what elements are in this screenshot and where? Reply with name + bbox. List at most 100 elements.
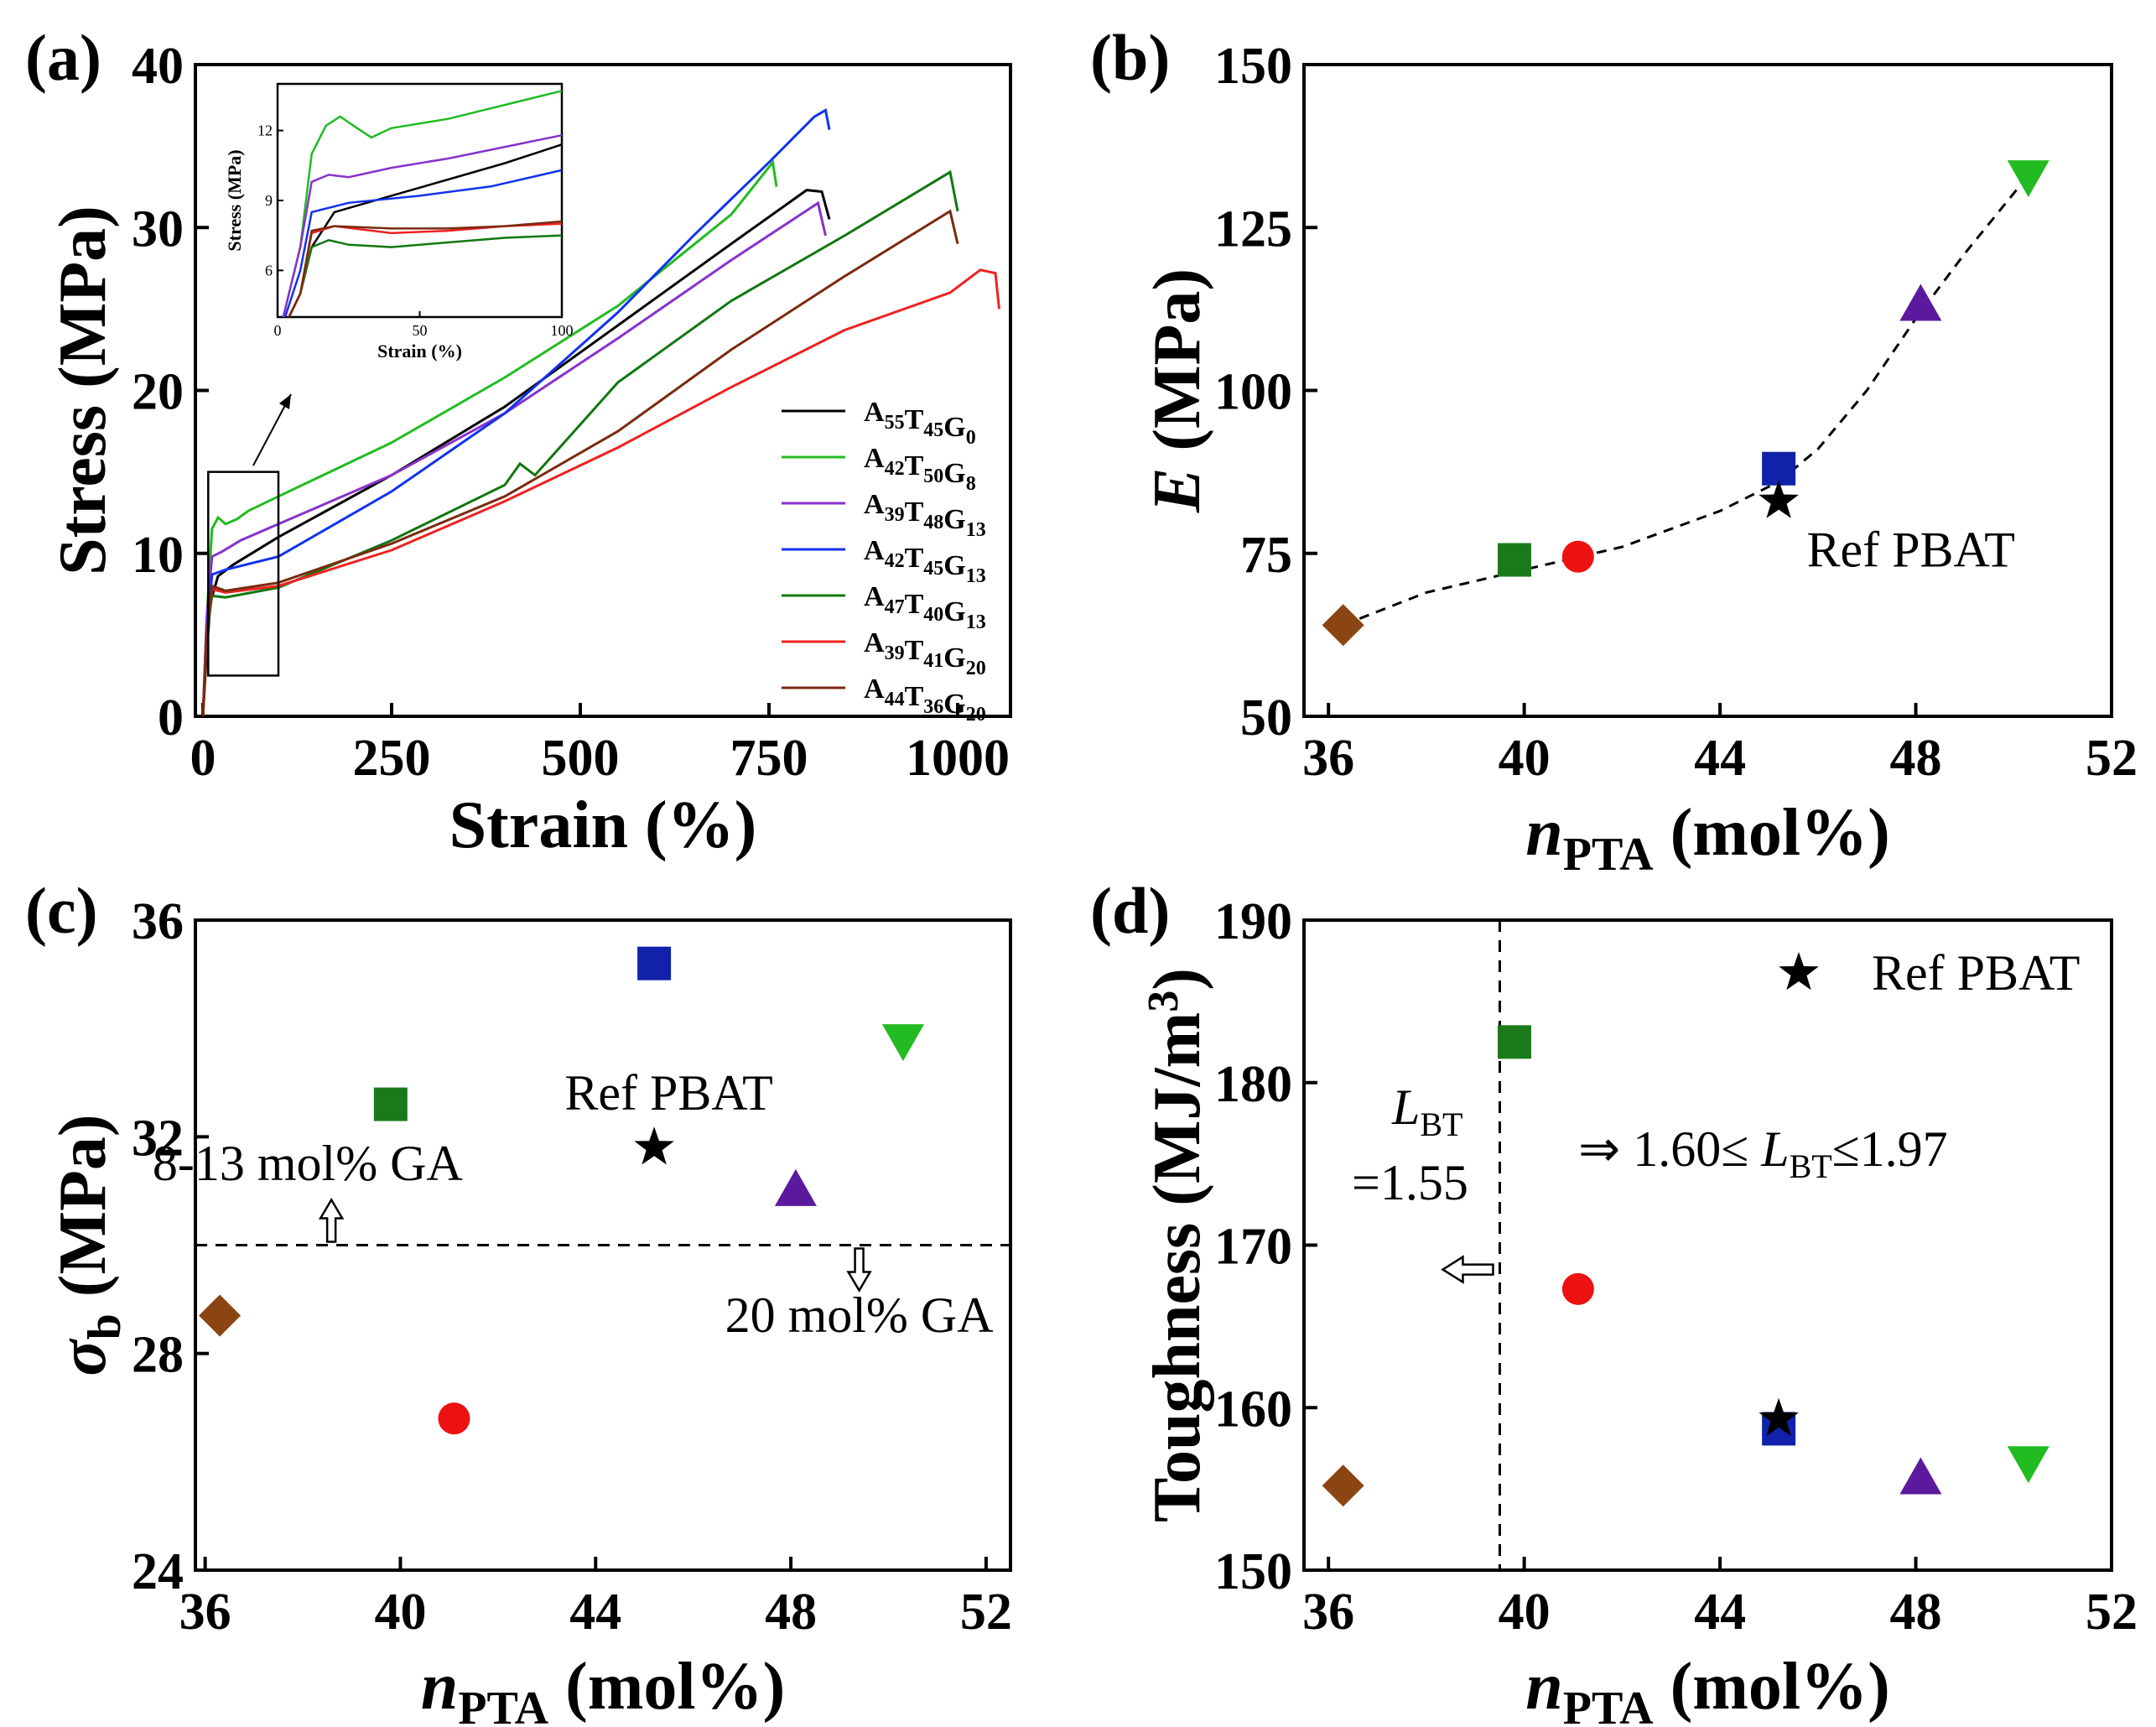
panel-d-xlabel: nPTA (mol%) bbox=[1525, 1650, 1890, 1727]
panel-c-strength: 36 40 44 48 52 24 28 32 36 nPTA (mol%) (c) Ref PBAT… bbox=[25, 874, 1012, 1727]
panel-b-xtick-label: 36 bbox=[1302, 730, 1354, 787]
legend-subscript: 45 bbox=[923, 419, 943, 441]
xlabel-n: n bbox=[1525, 796, 1563, 870]
panel-d-legend-label: Ref PBAT bbox=[1872, 945, 2080, 1001]
panel-a-inset-xtick-label: 50 bbox=[413, 322, 428, 339]
panel-d-right-annotation: ⇒ 1.60≤ LBT≤1.97 bbox=[1578, 1121, 1948, 1185]
panel-d-marker-diamond bbox=[1322, 1464, 1364, 1507]
xlabel-n: n bbox=[1525, 1650, 1563, 1724]
legend-letter: G bbox=[943, 412, 965, 443]
anno-L: L bbox=[1391, 1079, 1420, 1135]
panel-c-marker-star bbox=[634, 1126, 674, 1165]
panel-a-ytick-label: 30 bbox=[132, 200, 184, 257]
panel-d-xtick-label: 48 bbox=[1890, 1584, 1942, 1641]
panel-d-label: (d) bbox=[1090, 874, 1170, 947]
panel-c-xtick-label: 44 bbox=[569, 1584, 621, 1641]
panel-b-ytick-label: 75 bbox=[1240, 527, 1292, 584]
panel-a-legend-label: A39T48G13 bbox=[864, 489, 986, 541]
panel-c-marker-triangle-up bbox=[774, 1168, 817, 1206]
panel-d-marker-star bbox=[1759, 1397, 1799, 1436]
panel-b-ytick-label: 50 bbox=[1240, 689, 1292, 746]
legend-subscript: 13 bbox=[966, 565, 986, 587]
legend-subscript: 20 bbox=[966, 704, 986, 726]
panel-b-plot-frame bbox=[1302, 63, 2113, 718]
panel-c-xtick-label: 52 bbox=[960, 1584, 1012, 1641]
panel-c-xtick-label: 40 bbox=[374, 1584, 426, 1641]
panel-a-inset-series-line bbox=[282, 133, 562, 317]
panel-c-down-arrow bbox=[846, 1247, 872, 1293]
panel-d-marker-triangle-up bbox=[1899, 1457, 1942, 1495]
panel-c-annotation: 20 mol% GA bbox=[725, 1287, 994, 1343]
panel-d-ytick-label: 160 bbox=[1214, 1381, 1292, 1438]
panel-b-label: (b) bbox=[1090, 21, 1170, 94]
panel-b-marker-square bbox=[1762, 451, 1796, 486]
xlabel-sub: PTA bbox=[458, 1683, 548, 1727]
legend-subscript: 44 bbox=[885, 689, 905, 710]
panel-c-marker-diamond bbox=[199, 1294, 242, 1337]
legend-letter: A bbox=[864, 627, 885, 658]
legend-subscript: 42 bbox=[885, 550, 905, 572]
panel-a-inset-ytick-label: 9 bbox=[265, 192, 273, 209]
panel-b-ytick-label: 125 bbox=[1214, 200, 1292, 257]
panel-c-annotation: 8-13 mol% GA bbox=[153, 1136, 463, 1191]
panel-c-up-arrow bbox=[318, 1198, 345, 1243]
panel-a-ytick-label: 40 bbox=[132, 38, 184, 95]
panel-a-inset-xlabel: Strain (%) bbox=[377, 341, 462, 362]
panel-c-ytick-label: 24 bbox=[132, 1543, 184, 1600]
panel-c-ytick-label: 36 bbox=[132, 893, 184, 950]
panel-b-marker-triangle-up bbox=[1899, 283, 1942, 321]
panel-c-xtick-label: 48 bbox=[765, 1584, 817, 1641]
legend-subscript: 48 bbox=[923, 512, 943, 533]
panel-b-marker-square bbox=[1497, 543, 1531, 577]
panel-a-inset-lines bbox=[282, 90, 562, 317]
panel-c-marker-square bbox=[637, 946, 672, 981]
legend-subscript: 47 bbox=[885, 596, 905, 618]
legend-subscript: 55 bbox=[885, 412, 905, 434]
panel-a-series-line bbox=[201, 159, 778, 717]
panel-a-zoom-box bbox=[207, 471, 280, 677]
panel-c-xlabel: nPTA (mol%) bbox=[421, 1650, 786, 1727]
panel-b-marker-triangle-down bbox=[2007, 160, 2049, 198]
legend-letter: A bbox=[864, 535, 885, 566]
legend-letter: G bbox=[943, 689, 965, 720]
panel-a-ylabel: Stress (MPa) bbox=[46, 205, 120, 575]
legend-letter: A bbox=[864, 674, 885, 705]
panel-d-ytick-label: 170 bbox=[1214, 1219, 1292, 1276]
ylabel-tail: (MPa) bbox=[46, 1115, 120, 1314]
panel-a-inset-xtick-label: 100 bbox=[551, 322, 574, 339]
panel-b-xtick-label: 44 bbox=[1694, 730, 1746, 787]
panel-d-marker-triangle-down bbox=[2007, 1446, 2049, 1484]
panel-d-xtick-label: 36 bbox=[1302, 1584, 1354, 1641]
xlabel-tail: (mol%) bbox=[1654, 796, 1890, 870]
panel-b-modulus: 36 40 44 48 52 50 75 100 125 150 nPTA (mol%) (b) Ref… bbox=[1090, 21, 2138, 881]
panel-c-ylabel: σb (MPa) bbox=[46, 1115, 131, 1376]
panel-b-marker-circle bbox=[1561, 540, 1594, 573]
panel-c-xtick-label: 36 bbox=[179, 1584, 231, 1641]
panel-a-series-line bbox=[201, 108, 831, 717]
panel-a-xtick-label: 750 bbox=[730, 730, 808, 787]
legend-subscript: 45 bbox=[923, 558, 943, 580]
ylabel-E: E bbox=[1140, 468, 1214, 513]
panel-b-marker-diamond bbox=[1322, 604, 1364, 647]
panel-a-inset-ytick-label: 12 bbox=[257, 122, 273, 139]
panel-a-stress-strain: 0 250 500 750 1000010203040A55T45G0A42T50G8A… bbox=[25, 21, 1012, 862]
anno-sub: BT bbox=[1790, 1147, 1832, 1185]
panel-a-series-line bbox=[201, 268, 1000, 717]
legend-letter: T bbox=[905, 404, 924, 435]
ylabel-text: Toughness (MJ/m bbox=[1140, 1012, 1214, 1522]
panel-a-xtick-label: 500 bbox=[542, 730, 620, 787]
panel-a-legend-label: A44T36G20 bbox=[864, 674, 986, 726]
panel-d-plot-frame bbox=[1302, 918, 2113, 1572]
legend-letter: T bbox=[905, 497, 924, 528]
legend-letter: A bbox=[864, 489, 885, 520]
panel-d-left-arrow bbox=[1441, 1255, 1494, 1284]
panel-a-inset-ytick-label: 6 bbox=[265, 262, 273, 278]
panel-d-ytick-label: 180 bbox=[1214, 1056, 1292, 1113]
panel-a-inset-series-line bbox=[282, 90, 562, 317]
panel-b-ytick-label: 100 bbox=[1214, 364, 1292, 421]
xlabel-sub: PTA bbox=[1563, 1683, 1654, 1727]
legend-letter: T bbox=[905, 450, 924, 481]
legend-subscript: 39 bbox=[885, 504, 905, 526]
panel-a-inset-frame bbox=[276, 82, 564, 319]
anno-pre: ⇒ 1.60≤ bbox=[1578, 1121, 1761, 1177]
